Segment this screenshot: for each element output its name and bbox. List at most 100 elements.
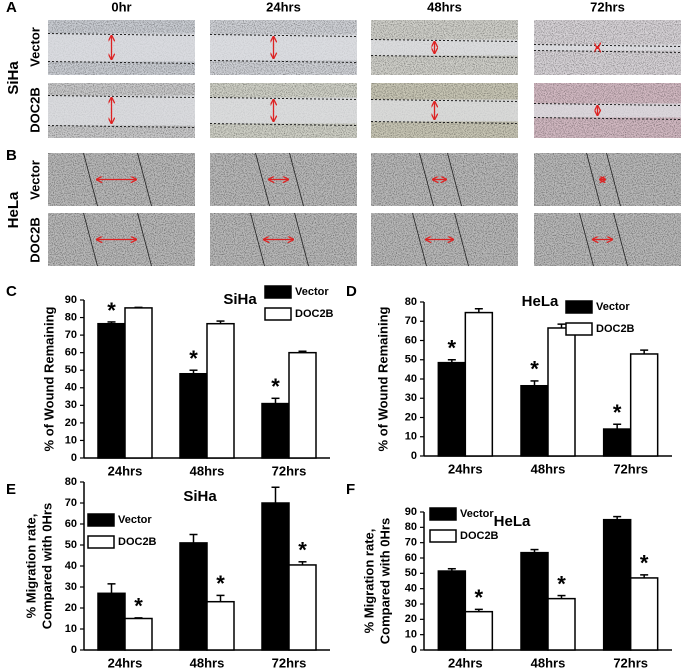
- y-tick-label: 60: [65, 347, 77, 359]
- x-tick-label: 48hrs: [531, 655, 566, 670]
- row-label: DOC2B: [27, 217, 42, 263]
- wound-edge: [370, 39, 519, 42]
- y-axis-label: % of Wound Remaining: [375, 306, 390, 451]
- legend-swatch: [565, 322, 593, 336]
- bar: [288, 351, 317, 459]
- panel-letter: B: [6, 147, 17, 164]
- bar: [437, 570, 467, 651]
- wound-edge: [209, 34, 358, 37]
- wound-area: [534, 103, 681, 118]
- wound-edge: [412, 212, 427, 267]
- bar: [206, 322, 235, 459]
- wound-edge: [586, 152, 601, 207]
- y-tick-label: 20: [65, 602, 77, 614]
- wound-edge: [533, 44, 682, 47]
- wound-edge: [47, 125, 196, 128]
- y-axis-label: Compared with 0Hrs: [39, 503, 54, 629]
- wound-area: [48, 95, 195, 126]
- y-tick-label: 60: [405, 334, 417, 346]
- y-tick-label: 80: [65, 476, 77, 488]
- significance-mark: *: [640, 551, 649, 576]
- legend-label: Vector: [295, 286, 329, 298]
- bar: [97, 592, 126, 651]
- wound-edge: [209, 97, 358, 100]
- x-tick-label: 72hrs: [272, 655, 307, 670]
- y-axis-label: % Migration rate,: [361, 529, 376, 634]
- significance-mark: *: [613, 400, 622, 425]
- y-tick-label: 10: [65, 623, 77, 635]
- wound-edge: [447, 152, 462, 207]
- y-tick-label: 70: [65, 497, 77, 509]
- y-tick-label: 0: [71, 452, 77, 464]
- wound-edge: [255, 152, 270, 207]
- x-tick-label: 24hrs: [448, 655, 483, 670]
- significance-mark: *: [475, 585, 484, 610]
- x-tick-label: 72hrs: [613, 461, 648, 476]
- wound-edge: [606, 152, 621, 207]
- bar: [261, 502, 290, 651]
- y-tick-label: 30: [405, 392, 417, 404]
- y-tick-label: 20: [65, 417, 77, 429]
- wound-edge: [137, 152, 152, 207]
- wound-edge: [454, 212, 469, 267]
- y-tick-label: 60: [65, 518, 77, 530]
- wound-area: [371, 39, 518, 56]
- y-tick-label: 30: [405, 598, 417, 610]
- wound-edge: [419, 152, 434, 207]
- y-tick-label: 70: [405, 537, 417, 549]
- chart-title: HeLa: [494, 513, 531, 530]
- panel-letter: A: [6, 0, 17, 16]
- wound-edge: [294, 212, 309, 267]
- wound-edge: [83, 152, 98, 207]
- micrograph-texture: [534, 153, 681, 206]
- wound-edge: [47, 33, 196, 36]
- y-tick-label: 70: [65, 329, 77, 341]
- significance-mark: *: [107, 298, 116, 323]
- y-axis-label: % of Wound Remaining: [41, 306, 56, 451]
- bar: [547, 597, 576, 651]
- y-tick-label: 50: [65, 364, 77, 376]
- x-tick-label: 72hrs: [613, 655, 648, 670]
- y-tick-label: 40: [65, 382, 77, 394]
- row-label: SiHa: [5, 61, 22, 95]
- wound-edge: [533, 50, 682, 53]
- x-tick-label: 24hrs: [448, 461, 483, 476]
- y-axis-label: Compared with 0Hrs: [377, 518, 392, 644]
- y-tick-label: 80: [405, 521, 417, 533]
- significance-mark: *: [530, 357, 539, 382]
- chart-title: SiHa: [183, 488, 217, 505]
- chart-title: SiHa: [223, 291, 257, 308]
- bar: [629, 577, 659, 651]
- y-tick-label: 30: [65, 581, 77, 593]
- y-tick-label: 50: [65, 539, 77, 551]
- legend-label: DOC2B: [118, 536, 157, 548]
- bar: [261, 402, 290, 459]
- y-tick-label: 20: [405, 613, 417, 625]
- y-tick-label: 10: [405, 431, 417, 443]
- legend-label: DOC2B: [460, 530, 499, 542]
- wound-edge: [533, 117, 682, 120]
- row-label: Vector: [27, 160, 42, 200]
- significance-mark: *: [189, 346, 198, 371]
- bar: [97, 322, 126, 459]
- wound-edge: [579, 212, 594, 267]
- column-header: 48hrs: [427, 0, 462, 14]
- panel-letter: E: [6, 481, 16, 498]
- wound-edge: [370, 99, 519, 102]
- x-tick-label: 48hrs: [190, 463, 225, 478]
- wound-edge: [137, 212, 152, 267]
- y-tick-label: 80: [65, 311, 77, 323]
- y-tick-label: 90: [405, 506, 417, 518]
- y-tick-label: 90: [65, 294, 77, 306]
- legend-label: Vector: [460, 508, 494, 520]
- row-label: HeLa: [5, 191, 22, 228]
- bar: [179, 542, 208, 651]
- x-tick-label: 24hrs: [108, 463, 143, 478]
- wound-edge: [370, 55, 519, 58]
- legend-swatch: [264, 285, 292, 299]
- legend-label: DOC2B: [596, 323, 635, 335]
- column-header: 72hrs: [590, 0, 625, 14]
- y-tick-label: 0: [71, 644, 77, 656]
- x-tick-label: 48hrs: [190, 655, 225, 670]
